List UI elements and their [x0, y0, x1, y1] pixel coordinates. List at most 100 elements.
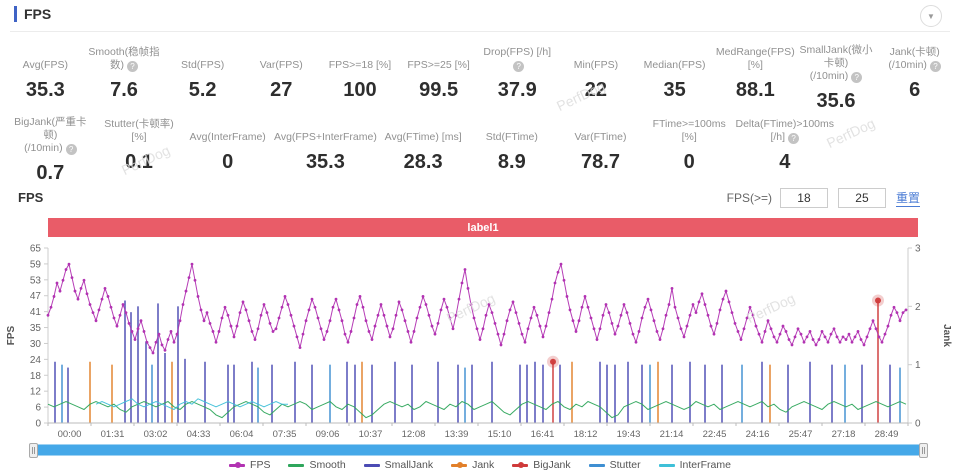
stats-row-2: BigJank(严重卡顿) (/10min)? 0.7 Stutter(卡顿率) [%…: [6, 116, 836, 185]
stat-value: 5.2: [188, 79, 217, 101]
svg-text:6: 6: [35, 403, 41, 414]
zoom-handle-left[interactable]: [29, 443, 38, 458]
legend-item-smalljank[interactable]: SmallJank: [363, 459, 434, 471]
legend-item-interframe[interactable]: InterFrame: [658, 459, 731, 471]
stat-label: Delta(FTime)>100ms [/h]?: [735, 118, 835, 144]
stat-label: Std(FPS): [181, 59, 225, 71]
legend-label: FPS: [250, 459, 271, 471]
stat-label: Stutter(卡顿率) [%]: [104, 118, 174, 143]
legend-marker: [363, 463, 380, 467]
legend-marker: [451, 462, 468, 468]
stat-std-fps-: Std(FPS) 5.2: [163, 44, 242, 113]
stat-smalljank-: SmallJank(微小卡顿) (/10min)? 35.6: [797, 44, 876, 113]
svg-text:16:41: 16:41: [531, 429, 555, 440]
stat-ftime-100ms-: FTime>=100ms [%] 0: [645, 116, 734, 185]
stat-value: 4: [779, 151, 791, 173]
stat-value: 6: [909, 79, 921, 101]
help-icon[interactable]: ?: [513, 61, 525, 72]
stat-label: FTime>=100ms [%]: [652, 118, 726, 143]
stat-label: Median(FPS): [643, 59, 706, 71]
svg-text:00:00: 00:00: [58, 429, 82, 440]
legend-label: InterFrame: [679, 459, 731, 471]
chart-legend: FPS Smooth SmallJank Jank BigJank Stutter Inte…: [0, 459, 960, 471]
legend-item-stutter[interactable]: Stutter: [588, 459, 641, 471]
stat-avg-interframe-: Avg(InterFrame) 0: [183, 116, 272, 185]
legend-marker: [229, 462, 246, 468]
svg-text:12:08: 12:08: [402, 429, 426, 440]
stat-value: 7.6: [110, 79, 138, 101]
stat-label: Jank(卡顿) (/10min)?: [888, 46, 941, 72]
help-icon[interactable]: ?: [126, 61, 138, 72]
svg-text:65: 65: [30, 244, 42, 255]
legend-item-smooth[interactable]: Smooth: [288, 459, 346, 471]
svg-text:3: 3: [915, 244, 921, 255]
svg-text:41: 41: [30, 307, 42, 318]
fps-threshold-filters: FPS(>=) 重置: [727, 188, 920, 208]
stat-value: 0: [222, 151, 234, 173]
help-icon[interactable]: ?: [851, 72, 863, 83]
stat-value: 0.7: [36, 162, 65, 184]
stat-value: 35.6: [816, 90, 856, 112]
legend-item-bigjank[interactable]: BigJank: [512, 459, 571, 471]
stat-label: Drop(FPS) [/h]?: [483, 46, 552, 72]
svg-text:30: 30: [30, 339, 42, 350]
svg-text:07:35: 07:35: [273, 429, 297, 440]
legend-label: Jank: [472, 459, 495, 471]
stat-label: Min(FPS): [573, 59, 619, 71]
stat-value: 88.1: [735, 79, 775, 101]
legend-marker: [288, 463, 305, 467]
stat-medrange-fps-: MedRange(FPS)[%] 88.1: [714, 44, 797, 113]
help-icon[interactable]: ?: [788, 133, 800, 144]
svg-text:04:33: 04:33: [187, 429, 211, 440]
stat-std-ftime-: Std(FTime) 8.9: [467, 116, 556, 185]
stat-label: SmallJank(微小卡顿) (/10min)?: [799, 44, 873, 83]
stat-drop-fps-h-: Drop(FPS) [/h]? 37.9: [478, 44, 557, 113]
stat-avg-ftime-ms-: Avg(FTime) [ms] 28.3: [379, 116, 468, 185]
label-banner-text: label1: [467, 221, 499, 234]
stat-value: 35.3: [305, 151, 345, 173]
stat-jank-: Jank(卡顿) (/10min)? 6: [875, 44, 954, 113]
panel-title: FPS: [24, 6, 52, 22]
stat-min-fps-: Min(FPS) 22: [557, 44, 636, 113]
label-banner: label1: [48, 218, 918, 237]
stat-value: 8.9: [497, 151, 526, 173]
stat-value: 35.3: [25, 79, 65, 101]
svg-text:27:18: 27:18: [832, 429, 856, 440]
chart-section-title: FPS: [18, 190, 44, 205]
help-icon[interactable]: ?: [65, 144, 77, 155]
fps-jank-chart[interactable]: 65 59 53 47 41 35 30 24 18 12 6 0 3 2 1 0 FPS Jank 00:00 01…: [0, 238, 960, 442]
svg-text:25:47: 25:47: [789, 429, 813, 440]
svg-text:28:49: 28:49: [875, 429, 899, 440]
collapse-button[interactable]: ▼: [920, 5, 942, 27]
legend-label: Stutter: [609, 459, 641, 471]
reset-link[interactable]: 重置: [895, 191, 920, 207]
svg-text:2: 2: [915, 302, 921, 313]
legend-item-fps[interactable]: FPS: [229, 459, 270, 471]
stat-value: 35: [663, 79, 686, 101]
stat-label: Avg(InterFrame): [189, 131, 266, 143]
svg-text:06:04: 06:04: [230, 429, 254, 440]
legend-marker: [512, 462, 529, 468]
svg-text:03:02: 03:02: [144, 429, 168, 440]
stat-value: 0: [683, 151, 695, 173]
stat-avg-fps-: Avg(FPS) 35.3: [6, 44, 85, 113]
fps-threshold-input-2[interactable]: [837, 188, 886, 208]
stat-fps-25-: FPS>=25 [%] 99.5: [399, 44, 478, 113]
legend-item-jank[interactable]: Jank: [451, 459, 494, 471]
svg-text:19:43: 19:43: [617, 429, 641, 440]
stat-delta-ftime-100ms-h-: Delta(FTime)>100ms [/h]? 4: [734, 116, 837, 185]
chevron-down-icon: ▼: [927, 11, 935, 21]
divider: [10, 31, 950, 32]
zoom-handle-right[interactable]: [919, 443, 928, 458]
accent-bar: [14, 6, 17, 22]
svg-text:18: 18: [30, 371, 42, 382]
stat-label: BigJank(严重卡顿) (/10min)?: [14, 116, 87, 155]
svg-text:21:14: 21:14: [660, 429, 684, 440]
legend-label: SmallJank: [384, 459, 434, 471]
chart-zoom-scrollbar[interactable]: [29, 443, 928, 458]
svg-text:0: 0: [35, 419, 41, 430]
stat-smooth-: Smooth(稳帧指数)? 7.6: [85, 44, 164, 113]
fps-threshold-input-1[interactable]: [779, 188, 828, 208]
help-icon[interactable]: ?: [929, 61, 941, 72]
